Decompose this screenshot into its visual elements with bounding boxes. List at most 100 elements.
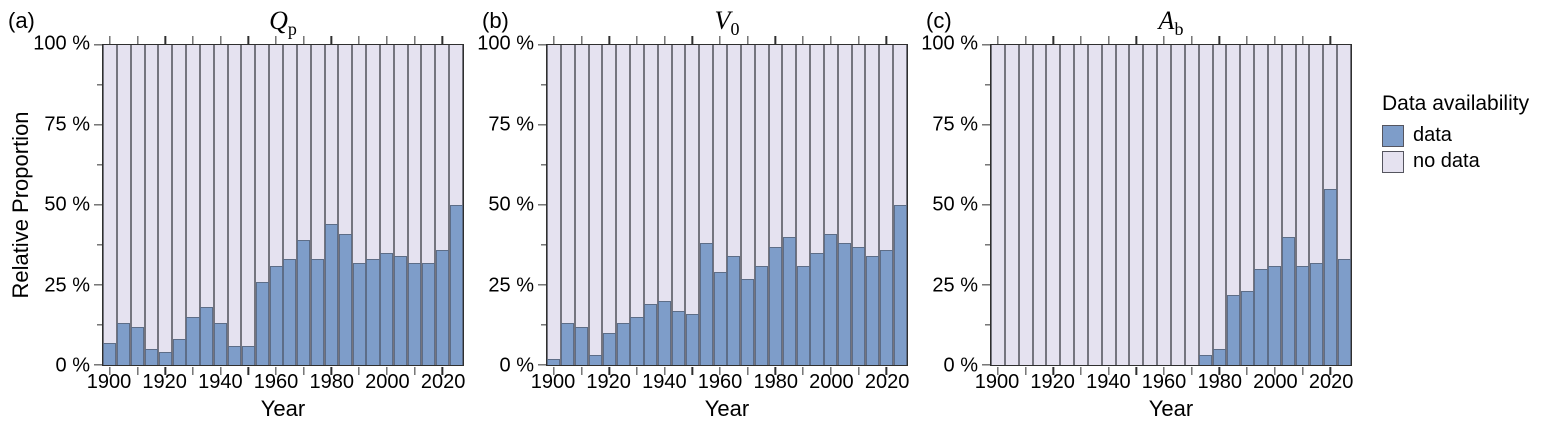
x-tick-label: 1980 xyxy=(1197,371,1242,393)
y-minor-tick xyxy=(540,244,546,246)
bar-data-segment xyxy=(1240,291,1254,365)
y-tick-label: 0 % xyxy=(55,354,90,377)
bar-1915 xyxy=(1032,45,1047,365)
x-tick xyxy=(691,35,694,44)
bar-1965 xyxy=(1171,45,1185,365)
x-tick xyxy=(1080,366,1082,375)
bar-data-segment xyxy=(297,240,311,365)
x-tick xyxy=(164,366,166,375)
bar-1900 xyxy=(103,45,117,365)
bar-data-segment xyxy=(311,259,325,365)
bar-1940 xyxy=(657,45,672,365)
panel-a-header: (a) Qp xyxy=(6,6,464,44)
x-tick xyxy=(857,366,860,375)
bar-1980 xyxy=(324,45,339,365)
bar-data-segment xyxy=(838,243,852,365)
x-tick-label: 2020 xyxy=(864,371,910,393)
bar-1920 xyxy=(1046,45,1061,365)
bar-1975 xyxy=(310,45,325,365)
x-tick xyxy=(1191,35,1193,44)
panel-c-title-sub: b xyxy=(1174,19,1184,40)
bar-data-segment xyxy=(616,323,630,365)
x-tick xyxy=(441,366,443,375)
bar-data-segment xyxy=(200,307,214,365)
x-tick-label: 1960 xyxy=(697,371,743,393)
bar-2025 xyxy=(449,45,463,365)
bar-data-segment xyxy=(547,358,561,365)
panel-b: (b) V0 0 % 25 % 50 % 75 % 100 % 1900 1920 1940… xyxy=(477,6,910,422)
bar-1970 xyxy=(296,45,311,365)
x-tick-label: 1960 xyxy=(253,371,299,393)
x-tick xyxy=(608,35,610,44)
x-tick-label: 1980 xyxy=(309,371,354,393)
bar-1940 xyxy=(1101,45,1116,365)
y-tick xyxy=(537,364,546,366)
x-tick xyxy=(386,35,388,44)
bar-data-segment xyxy=(796,265,810,365)
panel-a-plot-wrap: 1900 1920 1940 1960 1980 2000 2020 Year xyxy=(87,35,466,422)
bar-1960 xyxy=(713,45,727,365)
bar-1945 xyxy=(671,45,686,365)
bar-data-segment xyxy=(214,323,228,365)
bar-data-segment xyxy=(172,339,186,365)
y-tick xyxy=(537,284,546,286)
x-tick xyxy=(192,366,194,375)
bar-1905 xyxy=(560,45,575,365)
bar-2000 xyxy=(823,45,838,365)
panel-b-y-tick-labels: 0 % 25 % 50 % 75 % 100 % xyxy=(477,33,546,377)
y-minor-tick xyxy=(96,84,102,86)
x-tick-label: 2000 xyxy=(1253,371,1298,393)
bar-data-segment xyxy=(435,249,449,365)
bar-data-segment xyxy=(893,205,907,365)
x-tick xyxy=(275,366,277,375)
x-tick-label: 1940 xyxy=(198,371,243,393)
x-tick xyxy=(220,366,222,375)
panel-c: (c) Ab 0 % 25 % 50 % 75 % 100 % 1900 1920 1940… xyxy=(921,6,1354,422)
panel-a-title: Qp xyxy=(269,6,297,40)
bar-1915 xyxy=(588,45,603,365)
bar-1935 xyxy=(1087,45,1102,365)
bar-1925 xyxy=(172,45,187,365)
x-tick xyxy=(1274,35,1276,44)
bar-1995 xyxy=(810,45,824,365)
x-tick-label: 1940 xyxy=(642,371,687,393)
legend-item-data: data xyxy=(1382,124,1544,147)
y-tick-label: 100 % xyxy=(477,32,534,55)
x-tick xyxy=(358,35,360,44)
bar-1965 xyxy=(283,45,297,365)
bar-data-segment xyxy=(685,313,699,365)
bar-1995 xyxy=(366,45,380,365)
bar-1990 xyxy=(796,45,811,365)
bar-1905 xyxy=(116,45,131,365)
y-minor-tick xyxy=(984,324,990,326)
x-tick xyxy=(997,366,999,375)
panel-a-tag: (a) xyxy=(8,8,35,33)
bar-1970 xyxy=(740,45,755,365)
x-tick-label: 2000 xyxy=(809,371,854,393)
x-tick-label: 2020 xyxy=(420,371,466,393)
bar-1920 xyxy=(158,45,173,365)
x-tick xyxy=(1080,35,1082,44)
panel-c-x-tick-labels: 1900 1920 1940 1960 1980 2000 2020 xyxy=(975,366,1354,396)
y-minor-tick xyxy=(984,244,990,246)
x-tick-label: 1900 xyxy=(86,371,132,393)
x-tick xyxy=(1191,366,1193,375)
bar-1945 xyxy=(227,45,242,365)
bar-1945 xyxy=(1115,45,1130,365)
x-tick xyxy=(553,366,555,375)
x-tick xyxy=(136,366,139,375)
x-tick xyxy=(330,35,333,44)
bar-data-segment xyxy=(338,233,352,365)
x-tick xyxy=(802,366,804,375)
y-minor-tick xyxy=(96,324,102,326)
legend: Data availability data no data xyxy=(1382,92,1544,176)
x-tick-label: 1940 xyxy=(1086,371,1131,393)
bar-data-segment xyxy=(449,205,463,365)
x-tick xyxy=(885,366,887,375)
panel-c-y-tick-labels: 0 % 25 % 50 % 75 % 100 % xyxy=(921,33,990,377)
panel-a-title-sub: p xyxy=(287,19,297,40)
bar-2005 xyxy=(1281,45,1296,365)
bar-1960 xyxy=(269,45,283,365)
x-tick xyxy=(885,35,887,44)
x-tick xyxy=(109,366,111,375)
